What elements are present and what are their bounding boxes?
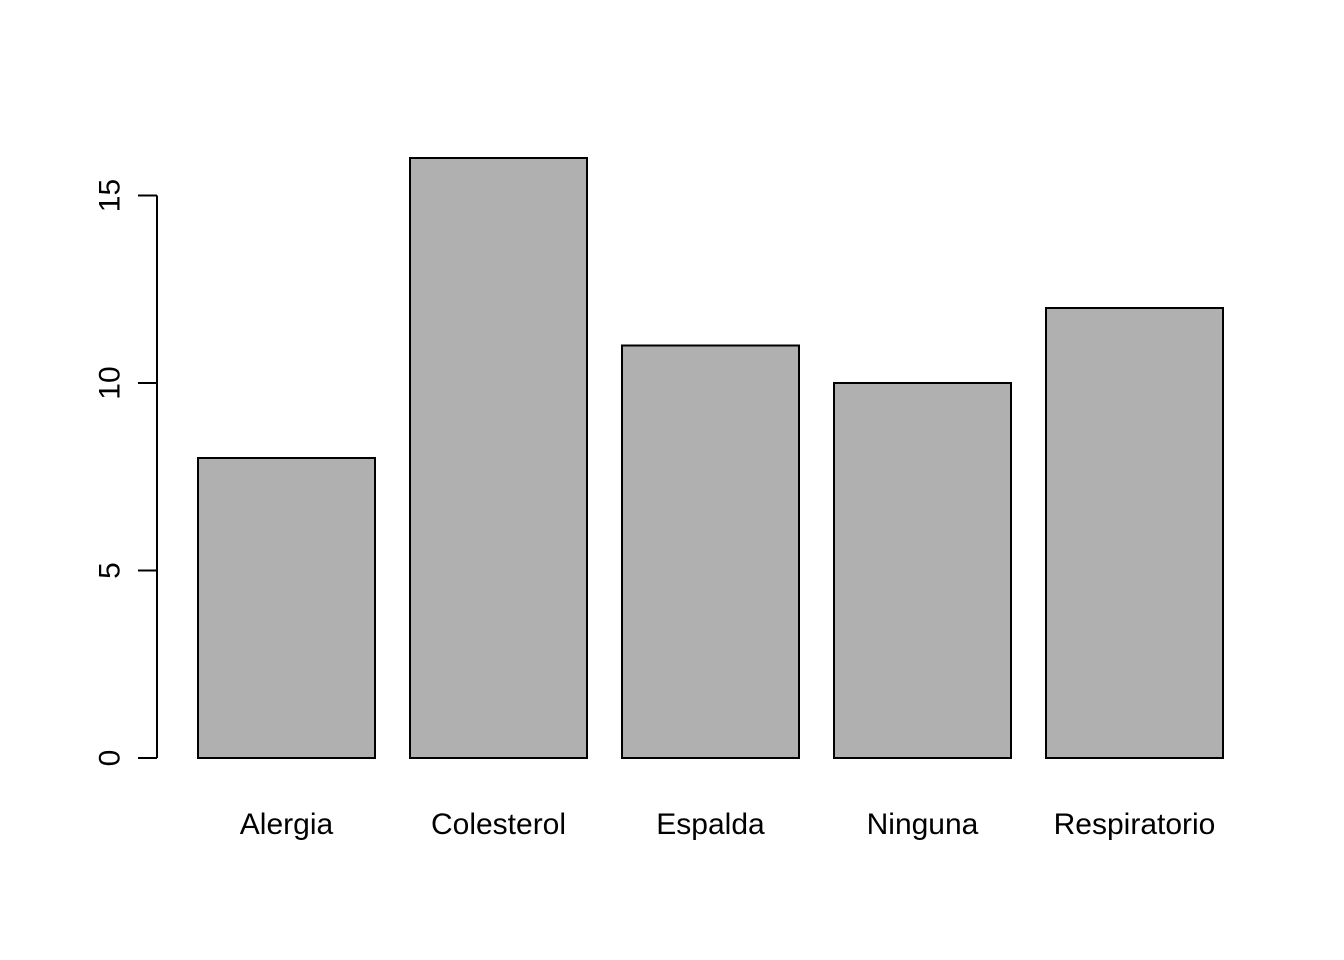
y-tick-label-5: 5 bbox=[94, 562, 127, 579]
category-label-colesterol: Colesterol bbox=[431, 808, 566, 841]
category-label-alergia: Alergia bbox=[240, 808, 334, 841]
x-axis-labels: Alergia Colesterol Espalda Ninguna Respirato… bbox=[240, 808, 1216, 841]
bars-group bbox=[197, 157, 1224, 759]
bar-respiratorio bbox=[1045, 307, 1224, 759]
y-tick-label-10: 10 bbox=[94, 366, 127, 399]
y-axis: 0 5 10 15 bbox=[94, 179, 158, 767]
category-label-espalda: Espalda bbox=[656, 808, 765, 841]
bar-ninguna bbox=[833, 382, 1012, 759]
bar-colesterol bbox=[409, 157, 588, 759]
category-label-ninguna: Ninguna bbox=[867, 808, 979, 841]
bar-espalda bbox=[621, 344, 800, 759]
y-tick-label-0: 0 bbox=[94, 750, 127, 767]
y-tick-label-15: 15 bbox=[94, 179, 127, 212]
category-label-respiratorio: Respiratorio bbox=[1054, 808, 1216, 841]
bar-alergia bbox=[197, 457, 376, 759]
